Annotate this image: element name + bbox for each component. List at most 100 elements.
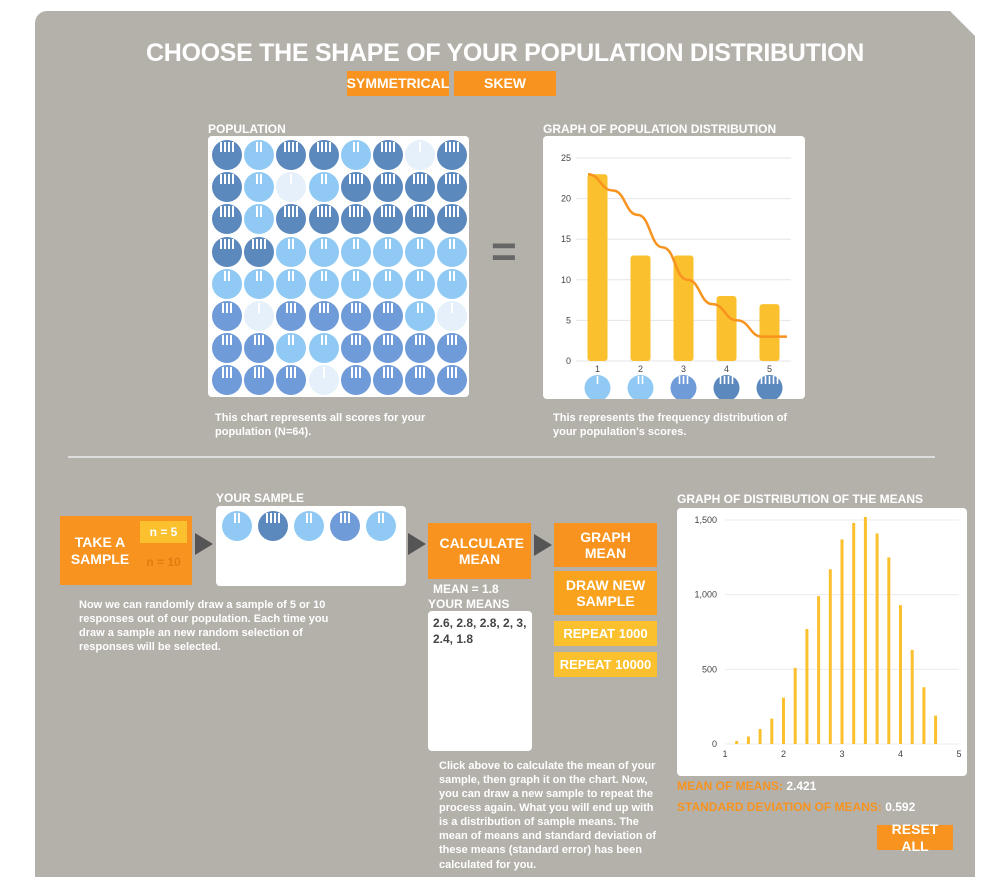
y-tick-label: 1,500	[694, 515, 717, 525]
means-bar	[887, 557, 891, 744]
score-token-icon	[670, 375, 697, 401]
score-token-icon	[405, 236, 436, 267]
score-token-icon	[244, 236, 275, 267]
y-tick-label: 500	[702, 664, 717, 674]
score-token-icon	[212, 268, 242, 299]
n5-option[interactable]: n = 5	[140, 521, 187, 543]
page-title: CHOOSE THE SHAPE OF YOUR POPULATION DIST…	[145, 39, 865, 67]
score-token-icon	[437, 301, 468, 331]
means-bar	[875, 533, 879, 744]
score-token-icon	[366, 511, 396, 541]
arrow-icon	[195, 533, 213, 555]
score-token-icon	[584, 375, 611, 401]
x-tick-label: 5	[767, 364, 772, 374]
means-list: 2.6, 2.8, 2.8, 2, 3, 2.4, 1.8	[428, 611, 532, 751]
score-token-icon	[405, 172, 436, 203]
score-token-icon	[244, 268, 275, 299]
x-tick-label: 2	[781, 749, 786, 759]
n10-option[interactable]: n = 10	[146, 555, 181, 569]
symmetrical-button[interactable]: SYMMETRICAL	[347, 71, 449, 96]
score-token-icon	[373, 301, 403, 331]
reset-all-button[interactable]: RESET ALL	[877, 821, 953, 854]
graph-mean-label: GRAPH MEAN	[580, 528, 631, 561]
graph-mean-button[interactable]: GRAPH MEAN	[554, 523, 657, 567]
means-chart-svg: 0 500 1,000 1,500 1 2 3 4 5	[694, 515, 961, 759]
x-tick-label: 1	[595, 364, 600, 374]
score-token-icon	[244, 365, 275, 396]
means-bar	[782, 697, 785, 744]
score-token-icon	[437, 204, 468, 235]
your-means-label: YOUR MEANS	[428, 597, 510, 611]
draw-new-sample-label: DRAW NEW SAMPLE	[565, 576, 646, 609]
score-token-icon	[405, 140, 436, 170]
score-token-icon	[276, 333, 307, 364]
score-token-icon	[212, 301, 242, 331]
y-tick-label: 15	[561, 234, 571, 244]
score-token-icon	[244, 204, 275, 235]
means-graph: 0 500 1,000 1,500 1 2 3 4 5	[677, 508, 967, 776]
score-token-icon	[212, 172, 242, 203]
score-token-icon	[437, 365, 468, 396]
score-token-icon	[244, 172, 275, 203]
population-bar	[673, 255, 694, 361]
y-tick-label: 20	[561, 194, 571, 204]
score-token-icon	[276, 236, 307, 267]
score-token-icon	[405, 333, 436, 364]
means-bar	[910, 649, 914, 744]
means-bar	[758, 729, 762, 744]
y-tick-label: 25	[561, 153, 571, 163]
repeat-10000-button[interactable]: REPEAT 10000	[554, 652, 657, 677]
score-token-icon	[437, 268, 468, 299]
score-token-icon	[405, 204, 436, 235]
means-bar	[934, 715, 938, 744]
score-token-icon	[212, 236, 242, 267]
score-token-icon	[373, 204, 403, 235]
arrow-icon	[408, 533, 426, 555]
y-tick-label: 10	[561, 275, 571, 285]
means-bar	[840, 539, 844, 744]
score-token-icon	[294, 511, 324, 541]
repeat-1000-button[interactable]: REPEAT 1000	[554, 621, 657, 646]
distribution-curve	[587, 172, 787, 338]
score-token-icon	[212, 365, 242, 396]
population-bar	[716, 296, 737, 361]
x-tick-label: 3	[839, 749, 844, 759]
score-token-icon	[373, 236, 403, 267]
divider	[68, 456, 935, 458]
score-token-icon	[340, 365, 371, 396]
calc-note: Click above to calculate the mean of you…	[439, 760, 656, 871]
mean-of-means: MEAN OF MEANS: 2.421	[677, 779, 816, 793]
skew-button[interactable]: SKEW	[454, 71, 556, 96]
score-token-icon	[276, 268, 307, 299]
score-token-icon	[373, 140, 403, 170]
score-token-icon	[222, 511, 252, 541]
score-token-icon	[308, 172, 339, 203]
calculate-mean-button[interactable]: CALCULATE MEAN	[428, 523, 531, 579]
means-bar	[922, 687, 926, 744]
score-token-icon	[258, 511, 288, 541]
score-token-icon	[308, 333, 339, 364]
population-bar	[630, 255, 651, 361]
mean-value: MEAN = 1.8	[433, 582, 499, 596]
score-token-icon	[627, 375, 654, 401]
mean-of-means-value: 2.421	[786, 779, 817, 793]
sd-of-means-value: 0.592	[885, 800, 916, 814]
draw-new-sample-button[interactable]: DRAW NEW SAMPLE	[554, 571, 657, 615]
score-token-icon	[340, 204, 371, 235]
score-token-icon	[276, 140, 307, 170]
score-token-icon	[340, 140, 371, 170]
equals-sign: =	[491, 227, 517, 276]
score-token-icon	[437, 172, 468, 203]
score-token-icon	[308, 140, 339, 170]
y-tick-label: 0	[712, 739, 717, 749]
score-token-icon	[212, 204, 242, 235]
arrow-icon	[534, 534, 552, 556]
population-graph-note: This represents the frequency distributi…	[553, 412, 788, 439]
x-tick-label: 3	[681, 364, 686, 374]
score-token-icon	[405, 301, 436, 331]
score-token-icon	[437, 333, 468, 364]
your-sample-label: YOUR SAMPLE	[216, 491, 305, 505]
score-token-icon	[340, 333, 371, 364]
means-bar	[770, 718, 774, 744]
y-tick-label: 0	[566, 356, 571, 366]
